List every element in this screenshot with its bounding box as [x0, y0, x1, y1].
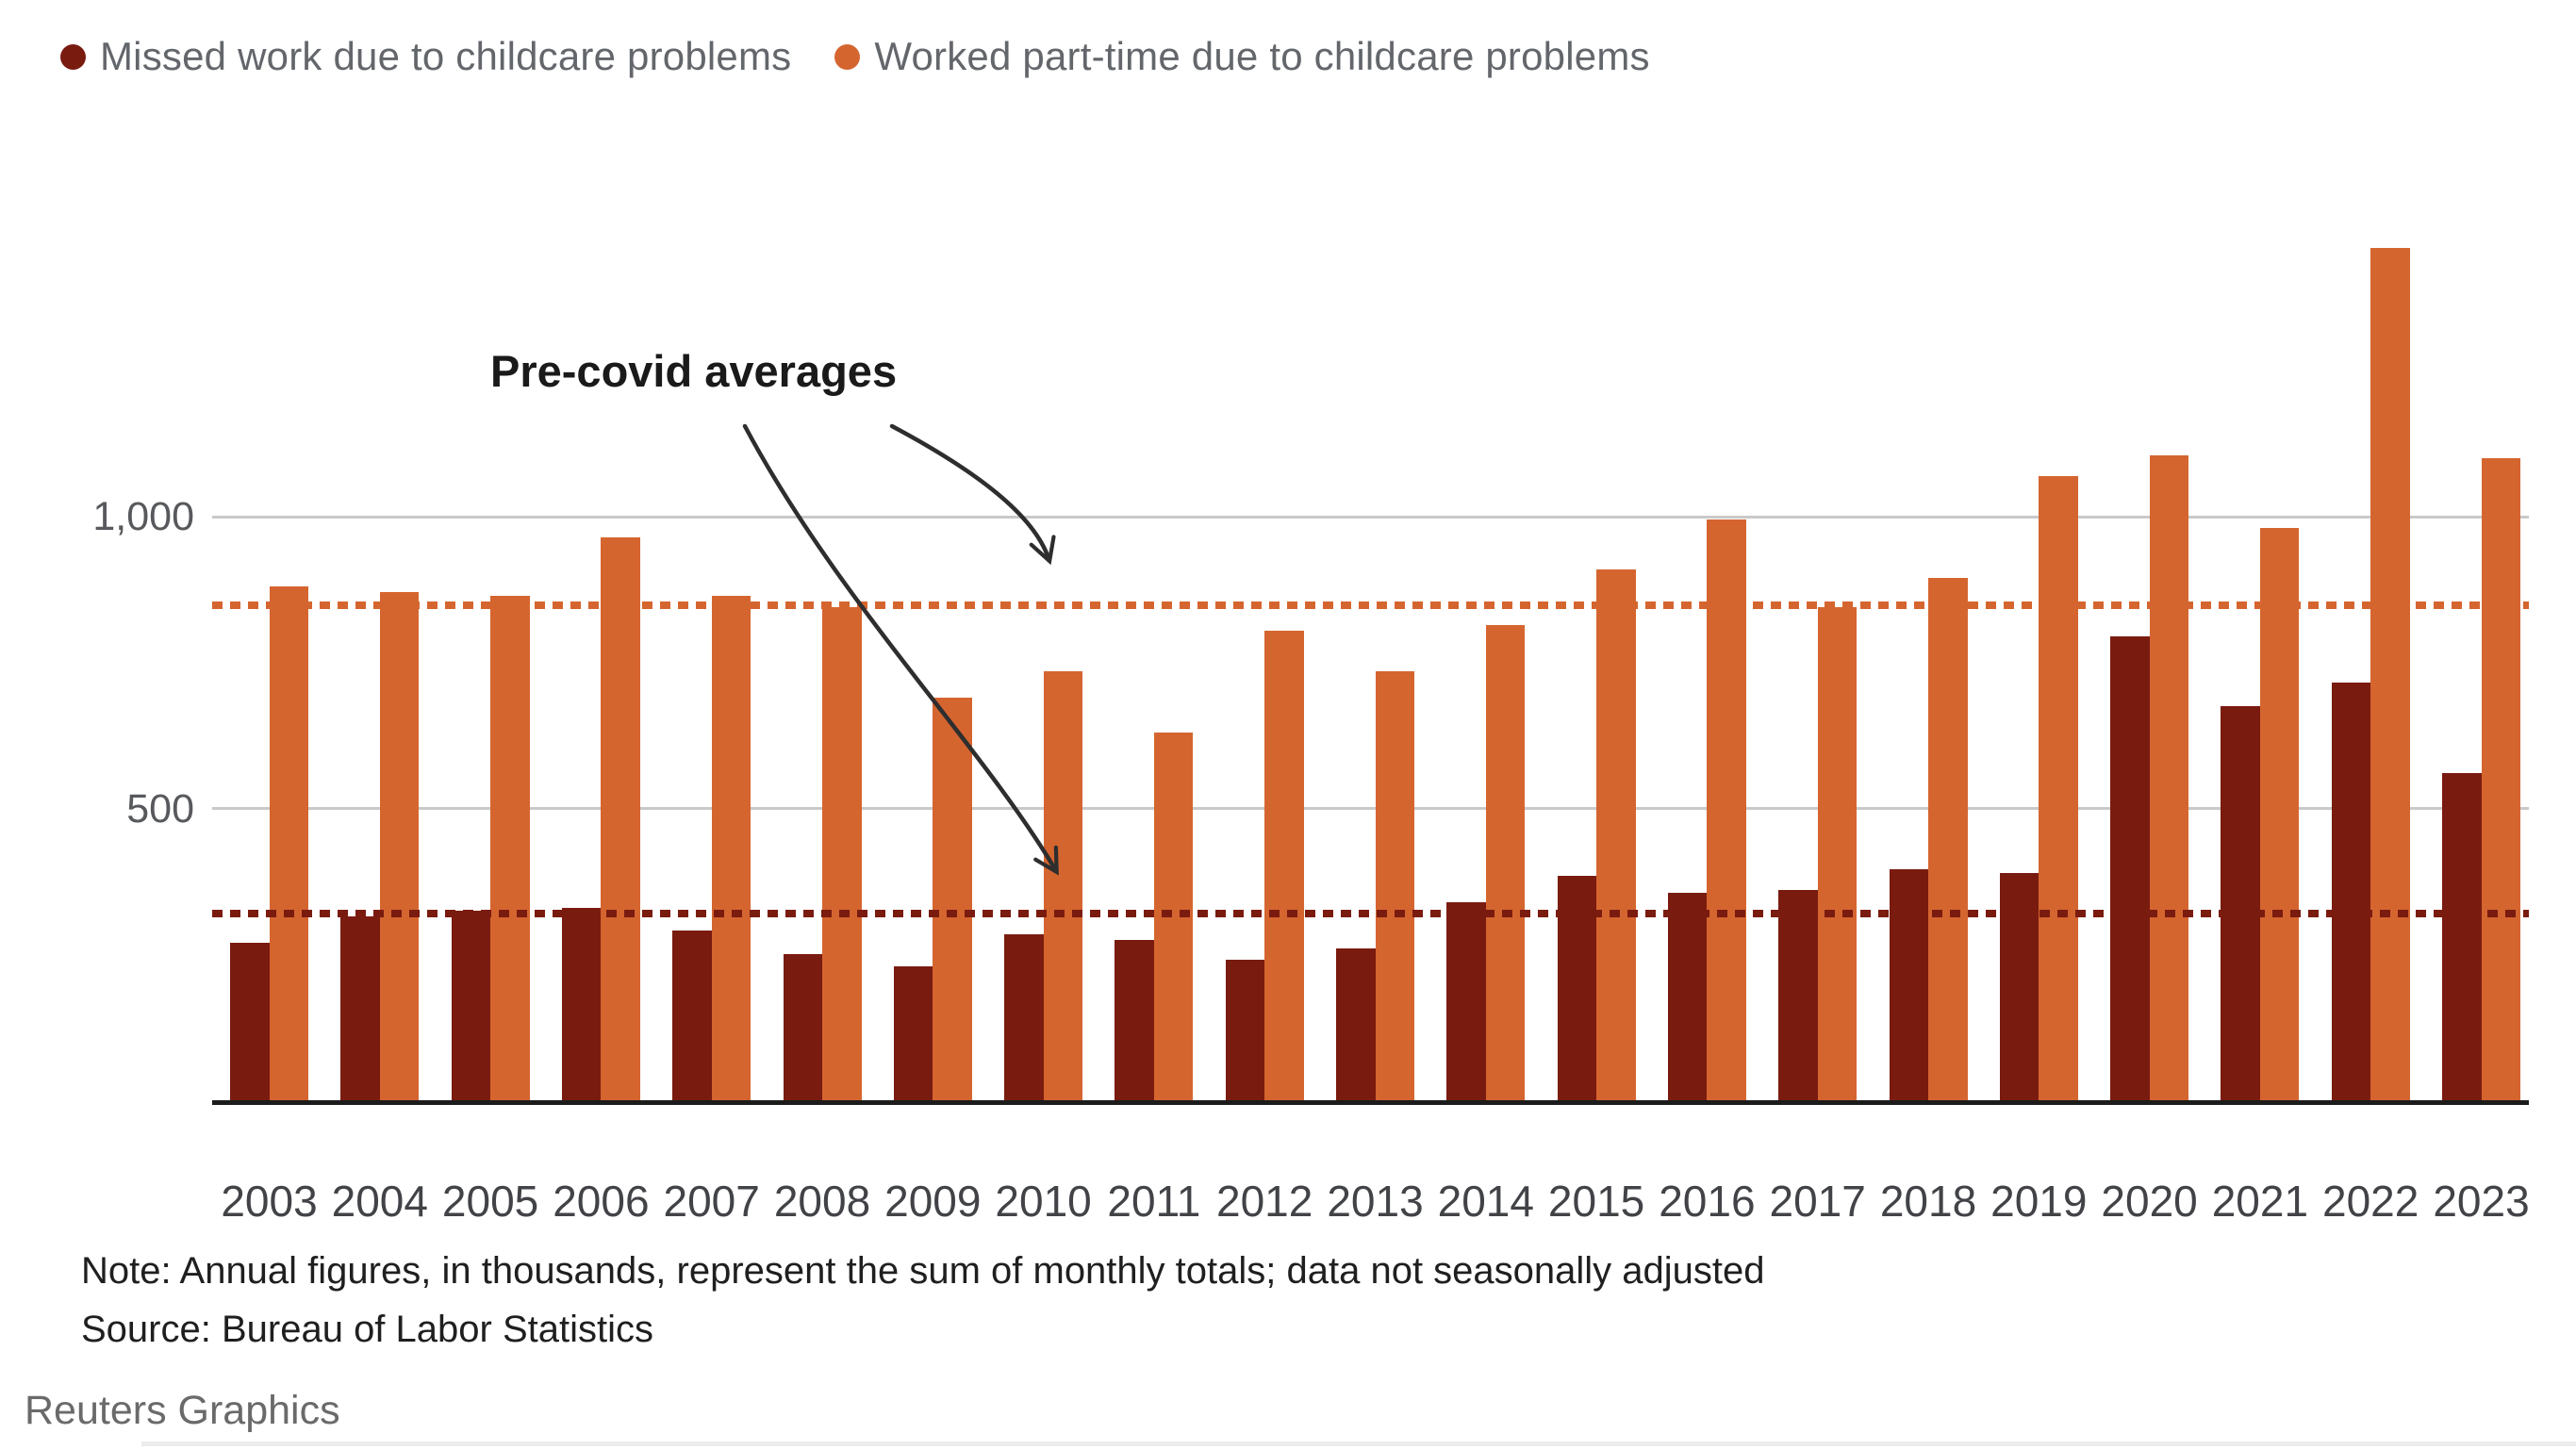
bar-missed-2016 [1667, 893, 1708, 1100]
bar-parttime-2009 [933, 697, 972, 1100]
bar-parttime-2007 [711, 595, 751, 1100]
bar-missed-2012 [1225, 960, 1265, 1100]
reuters-graphics-credit: Reuters Graphics [25, 1388, 340, 1433]
bar-missed-2017 [1778, 890, 1818, 1100]
bar-missed-2013 [1336, 948, 1376, 1100]
bar-missed-2006 [561, 907, 602, 1100]
gridline-1000 [212, 515, 2529, 519]
bar-parttime-2016 [1707, 519, 1746, 1100]
bar-parttime-2023 [2481, 458, 2520, 1100]
legend-label-missed-work: Missed work due to childcare problems [100, 34, 792, 78]
x-axis-label-2014: 2014 [1437, 1177, 1534, 1226]
x-axis-label-2021: 2021 [2211, 1177, 2309, 1226]
x-axis-label-2023: 2023 [2433, 1177, 2530, 1226]
x-axis-label-2004: 2004 [331, 1177, 428, 1226]
x-axis-label-2012: 2012 [1216, 1177, 1313, 1226]
x-axis-label-2013: 2013 [1327, 1177, 1424, 1226]
bar-parttime-2015 [1596, 568, 1636, 1100]
bar-missed-2021 [2221, 706, 2260, 1100]
x-axis-label-2015: 2015 [1547, 1177, 1645, 1226]
bar-parttime-2022 [2370, 248, 2410, 1100]
legend-item-missed-work: Missed work due to childcare problems [60, 34, 791, 79]
x-axis-label-2016: 2016 [1659, 1177, 1756, 1226]
legend: Missed work due to childcare problems Wo… [60, 34, 1650, 79]
bar-parttime-2020 [2149, 455, 2189, 1100]
pre-covid-averages-annotation: Pre-covid averages [490, 346, 898, 396]
x-axis-label-2022: 2022 [2322, 1177, 2419, 1226]
x-axis-label-2005: 2005 [441, 1177, 539, 1226]
bar-parttime-2012 [1264, 630, 1304, 1100]
x-axis-label-2007: 2007 [663, 1177, 760, 1226]
gridline-500 [212, 807, 2529, 810]
bar-parttime-2006 [601, 536, 640, 1100]
legend-dot-missed-work-icon [60, 43, 86, 70]
y-axis-tick-500: 500 [126, 785, 194, 832]
x-axis-label-2008: 2008 [773, 1177, 871, 1226]
bar-parttime-2008 [822, 606, 862, 1100]
y-axis-tick-1000: 1,000 [92, 494, 194, 539]
chart-note: Note: Annual figures, in thousands, repr… [81, 1250, 1765, 1292]
chart-source: Source: Bureau of Labor Statistics [81, 1309, 653, 1350]
x-axis-label-2003: 2003 [221, 1177, 318, 1226]
x-axis-label-2017: 2017 [1769, 1177, 1866, 1226]
x-axis-baseline [212, 1100, 2529, 1105]
bar-missed-2003 [230, 942, 270, 1100]
bar-parttime-2017 [1817, 606, 1858, 1100]
bar-missed-2010 [1004, 933, 1044, 1100]
x-axis-label-2010: 2010 [995, 1177, 1092, 1226]
x-axis-label-2019: 2019 [1990, 1177, 2088, 1226]
x-axis-label-2018: 2018 [1879, 1177, 1977, 1226]
bar-missed-2018 [1889, 869, 1928, 1100]
bar-parttime-2005 [490, 595, 530, 1100]
bar-parttime-2019 [2039, 475, 2078, 1100]
average-line-missed-work [212, 909, 2529, 917]
x-axis-label-2006: 2006 [553, 1177, 650, 1226]
bar-missed-2009 [893, 965, 933, 1100]
bar-parttime-2014 [1485, 624, 1526, 1100]
legend-item-part-time: Worked part-time due to childcare proble… [834, 34, 1650, 79]
bar-parttime-2010 [1043, 671, 1083, 1100]
bar-missed-2020 [2110, 635, 2150, 1100]
bar-parttime-2018 [1928, 577, 1968, 1100]
bar-missed-2004 [340, 916, 380, 1100]
legend-dot-part-time-icon [834, 43, 861, 70]
bar-missed-2014 [1446, 901, 1486, 1100]
bar-missed-2011 [1115, 939, 1154, 1100]
bottom-divider [141, 1442, 2576, 1446]
bar-missed-2008 [783, 954, 822, 1100]
bar-parttime-2013 [1375, 671, 1414, 1100]
bar-missed-2023 [2442, 773, 2482, 1100]
bar-parttime-2004 [379, 592, 420, 1100]
x-axis-label-2020: 2020 [2101, 1177, 2198, 1226]
bar-parttime-2021 [2259, 528, 2300, 1100]
legend-label-part-time: Worked part-time due to childcare proble… [874, 34, 1650, 78]
x-axis-label-2009: 2009 [884, 1177, 982, 1226]
bar-missed-2007 [672, 931, 712, 1100]
bar-parttime-2003 [269, 586, 308, 1100]
bar-missed-2019 [1999, 872, 2039, 1100]
bar-missed-2022 [2331, 683, 2371, 1100]
average-line-part-time [212, 601, 2529, 610]
bar-missed-2005 [451, 910, 491, 1100]
x-axis-label-2011: 2011 [1107, 1177, 1201, 1226]
